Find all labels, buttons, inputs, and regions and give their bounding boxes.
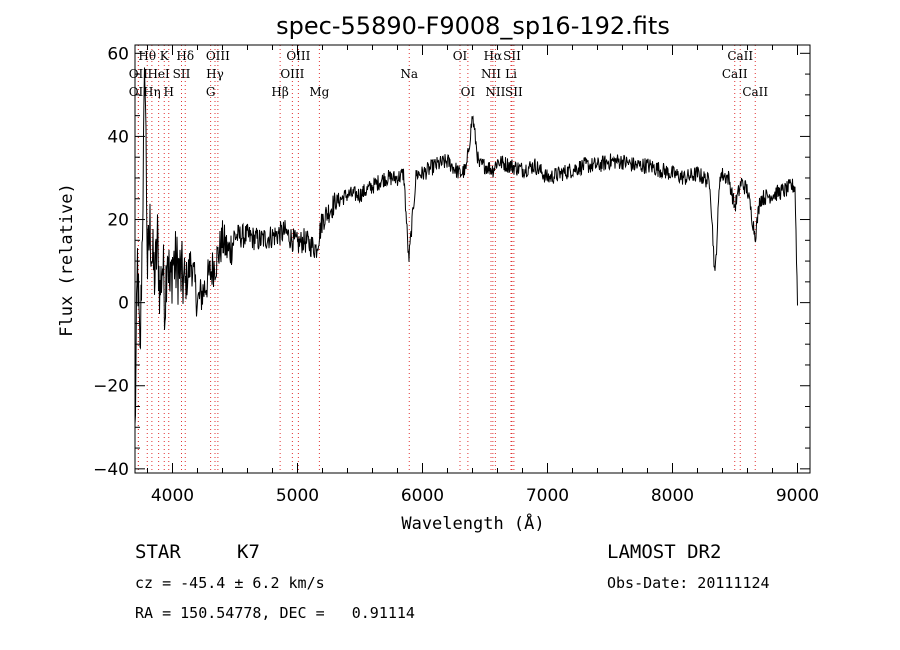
spectral-line-markers [137,45,756,473]
x-tick-label: 9000 [776,486,819,506]
y-tick-label: −40 [93,460,129,480]
obs-date: Obs-Date: 20111124 [607,574,770,592]
y-tick-label: −20 [93,377,129,397]
line-label: SII [505,85,523,99]
y-axis-label: Flux (relative) [57,183,77,337]
line-label: SII [503,49,521,63]
line-label: HeI [147,67,170,81]
coordinates: RA = 150.54778, DEC = 0.91114 [135,604,415,622]
plot-frame [134,44,811,474]
line-label: NII [481,67,501,81]
line-label: Hδ [176,49,194,63]
x-tick-label: 5000 [276,486,319,506]
line-label: Mg [309,85,329,99]
line-label: Hη [143,85,161,99]
y-tick-label: 40 [107,127,129,147]
x-tick-label: 8000 [651,486,694,506]
line-label: OIII [280,67,304,81]
line-label: OII [129,67,149,81]
line-label: OIII [286,49,310,63]
x-axis-label: Wavelength (Å) [401,512,544,534]
line-label: SII [173,67,191,81]
object-subclass: K7 [237,541,260,563]
x-tick-label: 4000 [151,486,194,506]
line-label: Hθ [138,49,156,63]
line-label: CaII [722,67,748,81]
line-label: H [164,85,174,99]
y-tick-label: 60 [107,44,129,64]
line-label: Hβ [271,85,288,99]
line-label: NII [485,85,505,99]
line-label: OI [453,49,468,63]
line-label: OII [129,85,149,99]
chart-title: spec-55890-F9008_sp16-192.fits [276,12,670,40]
spectrum-line [134,67,798,425]
line-label: CaII [742,85,768,99]
line-label: Hα [484,49,503,63]
line-label: K [160,49,170,63]
line-label: OIII [206,49,230,63]
line-label: Na [400,67,418,81]
axes: 4000 5000 6000 7000 8000 9000 −40 −20 0 20 40 60 [93,44,819,506]
spectrum-series [134,67,798,425]
x-tick-label: 6000 [401,486,444,506]
y-tick-label: 20 [107,211,129,231]
survey-name: LAMOST DR2 [607,541,722,563]
x-tick-label: 7000 [526,486,569,506]
line-label: G [206,85,216,99]
line-label: Hγ [206,67,224,81]
redshift-info: cz = -45.4 ± 6.2 km/s [135,574,325,592]
line-label: CaII [727,49,753,63]
object-class: STAR [135,541,181,563]
line-label: Li [505,67,517,81]
y-tick-label: 0 [118,294,129,314]
line-label: OI [461,85,476,99]
